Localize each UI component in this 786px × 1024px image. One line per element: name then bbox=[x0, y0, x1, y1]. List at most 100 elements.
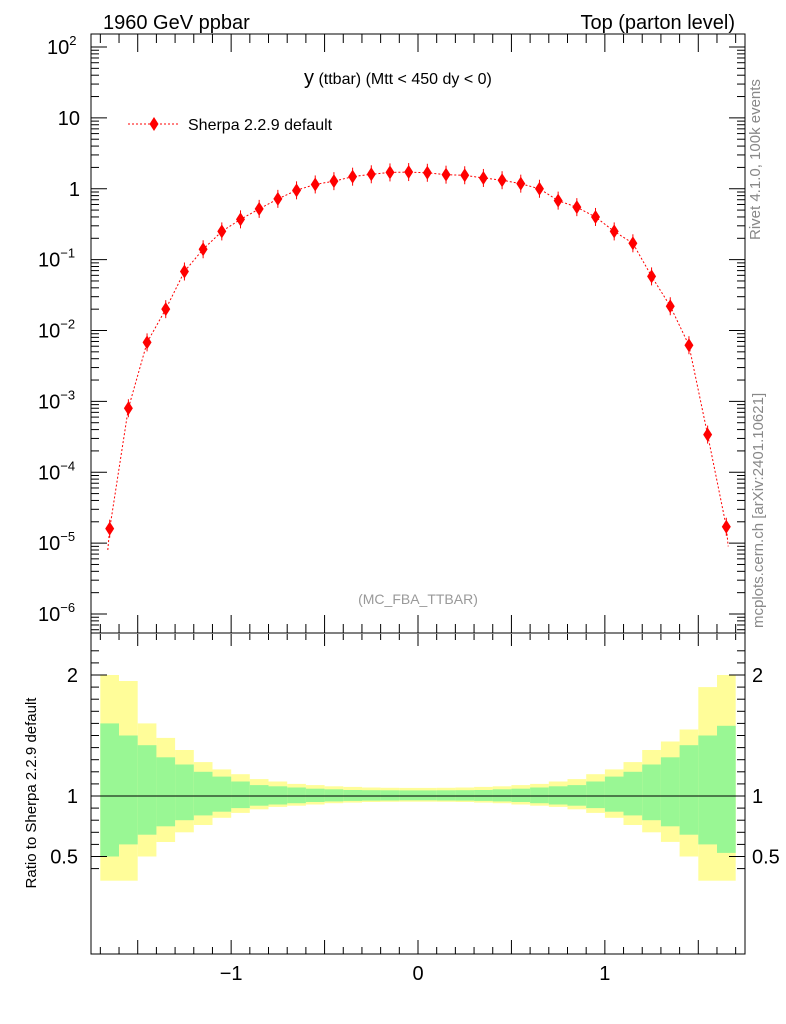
main-ytick-label: 10−6 bbox=[38, 600, 75, 626]
inner-band-bin bbox=[305, 788, 325, 802]
inner-band-bin bbox=[137, 745, 157, 835]
data-point bbox=[516, 176, 526, 191]
data-point bbox=[217, 224, 227, 239]
data-point bbox=[385, 165, 395, 180]
inner-band-bin bbox=[380, 790, 400, 801]
main-ytick-label: 102 bbox=[47, 33, 76, 59]
header-right: Top (parton level) bbox=[580, 12, 735, 34]
mcplots-label: mcplots.cern.ch [arXiv:2401.10621] bbox=[750, 393, 767, 628]
main-ytick-label: 10−4 bbox=[38, 458, 75, 484]
inner-band-bin bbox=[698, 735, 717, 845]
inner-band-bin bbox=[156, 757, 176, 827]
inner-band-bin bbox=[418, 790, 437, 801]
rivet-label: Rivet 4.1.0, 100k events bbox=[747, 79, 764, 240]
inner-band-bin bbox=[324, 789, 344, 802]
data-point bbox=[198, 242, 208, 257]
inner-band-bin bbox=[455, 790, 475, 801]
data-point bbox=[310, 177, 320, 192]
data-point bbox=[684, 338, 694, 353]
main-ytick-label: 10−1 bbox=[38, 246, 75, 272]
xtick-label: 0 bbox=[412, 963, 423, 985]
legend-marker bbox=[149, 117, 159, 131]
inner-band-bin bbox=[268, 786, 288, 805]
data-point bbox=[105, 521, 115, 536]
data-point bbox=[721, 519, 731, 534]
data-point bbox=[609, 224, 619, 239]
inner-band-bin bbox=[436, 790, 456, 801]
data-point bbox=[478, 170, 488, 185]
inner-band-bin bbox=[548, 786, 568, 805]
ratio-ytick-label-left: 2 bbox=[67, 665, 78, 687]
data-point bbox=[572, 200, 582, 215]
ratio-ytick-label-right: 0.5 bbox=[752, 847, 780, 869]
inner-band-bin bbox=[474, 790, 493, 801]
xtick-label: −1 bbox=[220, 963, 243, 985]
inner-band-bin bbox=[193, 771, 213, 816]
inner-band-bin bbox=[604, 776, 624, 812]
data-point bbox=[441, 167, 451, 182]
data-point bbox=[254, 201, 264, 216]
main-ytick-label: 10−3 bbox=[38, 387, 75, 413]
data-point bbox=[142, 335, 152, 350]
legend: Sherpa 2.2.9 default bbox=[128, 117, 333, 134]
data-point bbox=[348, 169, 358, 184]
data-point bbox=[235, 212, 245, 227]
data-point bbox=[497, 173, 507, 188]
data-point bbox=[460, 168, 470, 183]
data-point bbox=[292, 183, 302, 198]
data-point bbox=[161, 302, 171, 317]
plot-title: y (ttbar) (Mtt < 450 dy < 0) bbox=[304, 67, 492, 89]
ratio-bands bbox=[100, 675, 736, 881]
data-point bbox=[422, 165, 432, 180]
header-left: 1960 GeV ppbar bbox=[103, 12, 250, 34]
inner-band-bin bbox=[287, 787, 306, 804]
data-point bbox=[703, 427, 713, 442]
ratio-ytick-label-right: 2 bbox=[752, 665, 763, 687]
plot-title-variable: y bbox=[304, 67, 314, 89]
ratio-ytick-label-left: 1 bbox=[67, 786, 78, 808]
data-point bbox=[273, 191, 283, 206]
inner-band-bin bbox=[249, 785, 269, 806]
xtick-label: 1 bbox=[599, 963, 610, 985]
inner-band-bin bbox=[586, 781, 605, 809]
data-point bbox=[366, 167, 376, 182]
legend-label: Sherpa 2.2.9 default bbox=[188, 117, 333, 134]
main-ytick-label: 10 bbox=[58, 108, 80, 130]
inner-band-bin bbox=[212, 776, 232, 812]
data-point bbox=[179, 264, 189, 279]
inner-band-bin bbox=[679, 745, 699, 835]
inner-band-bin bbox=[511, 788, 531, 802]
inner-band-bin bbox=[100, 723, 119, 857]
axis-ticks bbox=[91, 34, 745, 954]
data-point bbox=[553, 193, 563, 208]
main-ytick-label: 1 bbox=[69, 179, 80, 201]
inner-band-bin bbox=[642, 764, 661, 821]
inner-band-bin bbox=[567, 785, 587, 806]
inner-band-bin bbox=[175, 764, 194, 821]
watermark: (MC_FBA_TTBAR) bbox=[358, 591, 478, 607]
ratio-ytick-label-right: 1 bbox=[752, 786, 763, 808]
data-point bbox=[534, 181, 544, 196]
inner-band-bin bbox=[399, 790, 418, 801]
data-point bbox=[591, 209, 601, 224]
inner-band-bin bbox=[231, 781, 250, 809]
data-point bbox=[665, 299, 675, 314]
main-series bbox=[105, 163, 731, 551]
data-point bbox=[123, 401, 133, 416]
inner-band-bin bbox=[119, 735, 138, 845]
series-line bbox=[107, 171, 729, 551]
inner-band-bin bbox=[717, 725, 736, 853]
main-ytick-label: 10−2 bbox=[38, 317, 75, 343]
ratio-ylabel: Ratio to Sherpa 2.2.9 default bbox=[23, 697, 40, 889]
main-ytick-label: 10−5 bbox=[38, 529, 75, 555]
inner-band-bin bbox=[492, 789, 512, 802]
inner-band-bin bbox=[660, 757, 680, 827]
inner-band-bin bbox=[530, 787, 549, 804]
data-point bbox=[628, 236, 638, 251]
inner-band-bin bbox=[623, 771, 643, 816]
inner-band-bin bbox=[343, 790, 362, 801]
data-point bbox=[404, 165, 414, 180]
plot-title-detail: (ttbar) (Mtt < 450 dy < 0) bbox=[314, 71, 492, 88]
